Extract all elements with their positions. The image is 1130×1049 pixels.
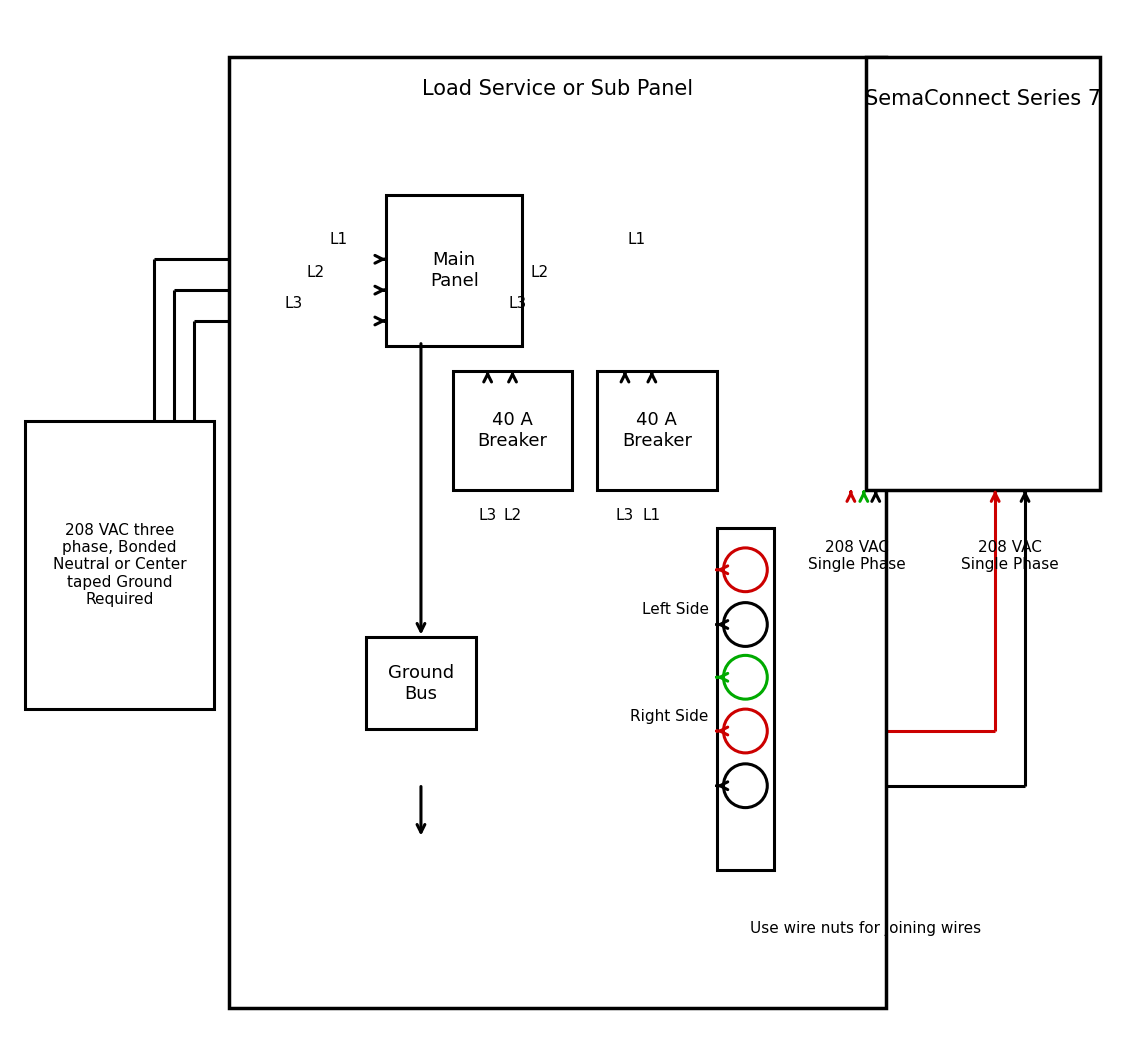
FancyBboxPatch shape	[866, 58, 1099, 490]
Text: 208 VAC
Single Phase: 208 VAC Single Phase	[808, 540, 906, 573]
Text: L3: L3	[478, 508, 497, 523]
Text: 208 VAC three
phase, Bonded
Neutral or Center
taped Ground
Required: 208 VAC three phase, Bonded Neutral or C…	[53, 522, 186, 607]
Text: L3: L3	[285, 296, 303, 312]
Text: Ground
Bus: Ground Bus	[388, 664, 454, 703]
Text: Main
Panel: Main Panel	[429, 251, 479, 290]
FancyBboxPatch shape	[453, 370, 572, 490]
Text: L3: L3	[616, 508, 634, 523]
Text: L3: L3	[508, 296, 527, 312]
FancyBboxPatch shape	[386, 195, 522, 346]
Text: L2: L2	[306, 265, 324, 280]
Text: Use wire nuts for joining wires: Use wire nuts for joining wires	[750, 921, 981, 936]
Text: Right Side: Right Side	[631, 708, 709, 724]
Text: 40 A
Breaker: 40 A Breaker	[478, 411, 548, 450]
FancyBboxPatch shape	[25, 421, 214, 709]
Text: 40 A
Breaker: 40 A Breaker	[622, 411, 692, 450]
FancyBboxPatch shape	[597, 370, 716, 490]
Text: L1: L1	[628, 232, 646, 248]
Text: L1: L1	[329, 232, 347, 248]
Text: L2: L2	[504, 508, 522, 523]
Text: Left Side: Left Side	[642, 602, 709, 617]
FancyBboxPatch shape	[366, 638, 476, 729]
FancyBboxPatch shape	[229, 58, 886, 1008]
FancyBboxPatch shape	[716, 528, 774, 871]
Text: Load Service or Sub Panel: Load Service or Sub Panel	[421, 79, 693, 99]
Text: 208 VAC
Single Phase: 208 VAC Single Phase	[962, 540, 1059, 573]
Text: L2: L2	[530, 265, 548, 280]
Text: L1: L1	[643, 508, 661, 523]
Text: SemaConnect Series 7: SemaConnect Series 7	[864, 89, 1101, 109]
